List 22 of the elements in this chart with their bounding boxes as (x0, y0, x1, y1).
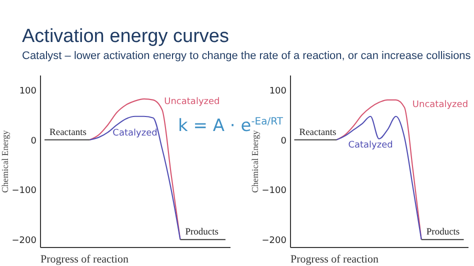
y-tick-label: 100 (269, 86, 287, 96)
y-tick-label: 0 (280, 136, 287, 146)
annotation: Reactants (50, 128, 87, 138)
y-tick-label: −100 (12, 186, 37, 196)
annotation: Products (426, 228, 460, 238)
annotation: Products (185, 228, 219, 238)
y-tick-label: −200 (12, 236, 37, 246)
y-tick-label: −100 (262, 186, 287, 196)
y-axis-title: Chemical Energy (0, 130, 10, 193)
chart-title: Activation energy curves (22, 26, 229, 48)
x-axis-title: Progress of reaction (40, 254, 129, 266)
y-tick-label: 100 (19, 86, 37, 96)
y-axis-title: Chemical Energy (250, 130, 260, 193)
y-tick-label: −200 (262, 236, 287, 246)
series-label: Uncatalyzed (412, 100, 468, 110)
annotation: Reactants (299, 128, 336, 138)
series-label: Uncatalyzed (164, 96, 220, 107)
series-label: Catalyzed (348, 140, 393, 150)
series-label: Catalyzed (112, 128, 158, 138)
chart-subtitle: Catalyst – lower activation energy to change the rate of a reaction, or can increase collisions (22, 50, 471, 62)
x-axis-title: Progress of reaction (290, 254, 379, 266)
y-tick-label: 0 (30, 136, 37, 146)
